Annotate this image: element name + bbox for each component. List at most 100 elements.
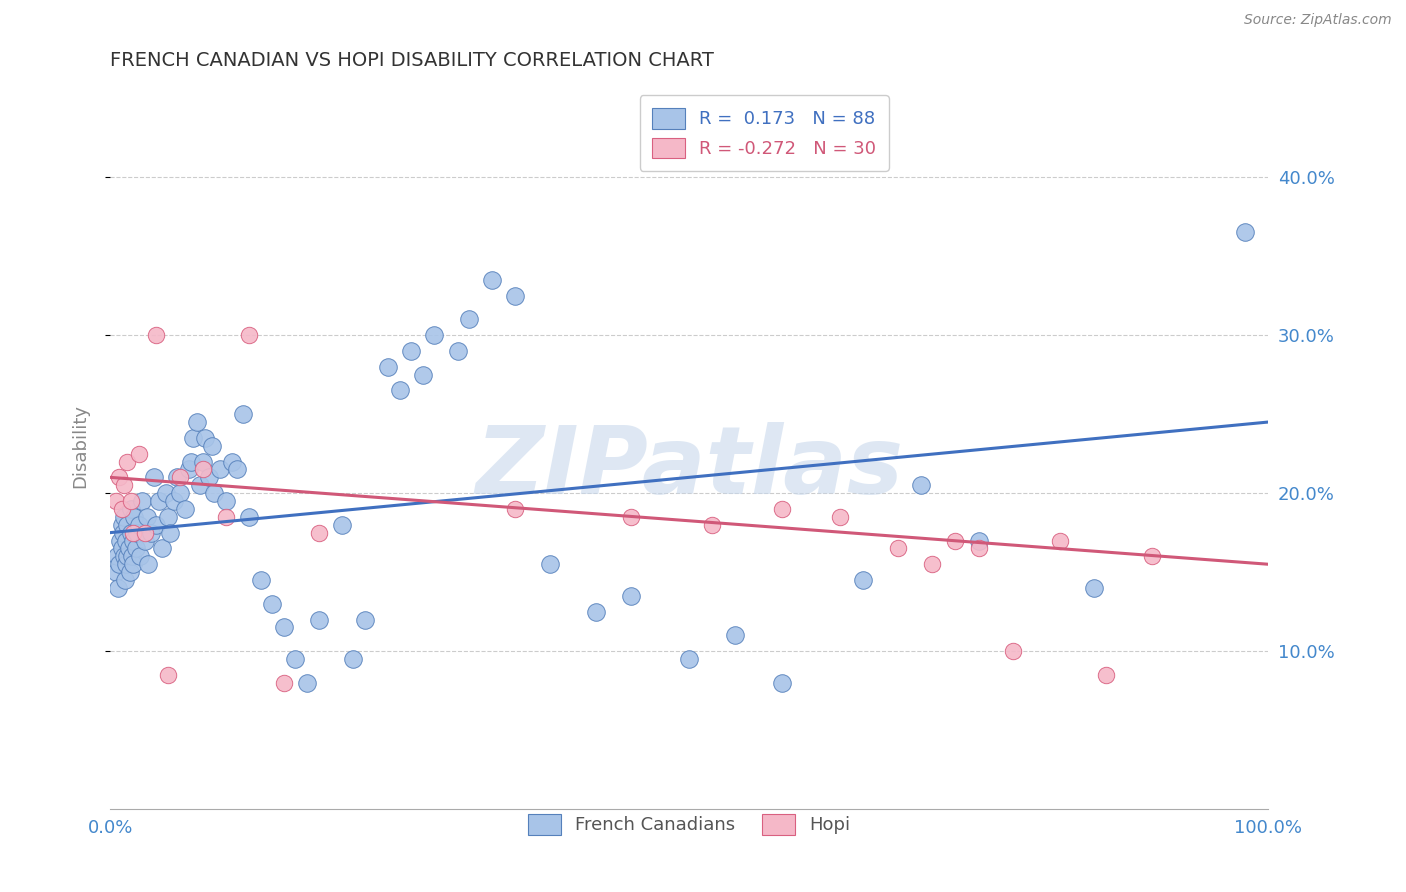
Point	[121, 549, 143, 564]
Point	[107, 581, 129, 595]
Point	[104, 494, 127, 508]
Point	[117, 454, 139, 468]
Point	[215, 494, 238, 508]
Point	[945, 533, 967, 548]
Point	[1095, 668, 1118, 682]
Point	[125, 525, 148, 540]
Point	[377, 359, 399, 374]
Point	[209, 462, 232, 476]
Point	[702, 517, 724, 532]
Point	[215, 509, 238, 524]
Point	[585, 605, 607, 619]
Point	[202, 486, 225, 500]
Point	[122, 533, 145, 548]
Point	[353, 613, 375, 627]
Point	[169, 470, 191, 484]
Point	[117, 517, 139, 532]
Point	[308, 613, 330, 627]
Text: FRENCH CANADIAN VS HOPI DISABILITY CORRELATION CHART: FRENCH CANADIAN VS HOPI DISABILITY CORRE…	[110, 51, 714, 70]
Point	[308, 525, 330, 540]
Point	[136, 558, 159, 572]
Point	[143, 470, 166, 484]
Point	[156, 509, 179, 524]
Point	[910, 478, 932, 492]
Point	[129, 549, 152, 564]
Point	[886, 541, 908, 556]
Point	[191, 462, 214, 476]
Point	[249, 573, 271, 587]
Point	[111, 517, 134, 532]
Point	[1002, 644, 1025, 658]
Point	[105, 549, 128, 564]
Point	[180, 454, 202, 468]
Point	[134, 525, 156, 540]
Point	[226, 462, 249, 476]
Point	[399, 343, 422, 358]
Point	[446, 343, 468, 358]
Point	[128, 517, 150, 532]
Point	[412, 368, 434, 382]
Point	[115, 533, 138, 548]
Point	[114, 573, 136, 587]
Point	[238, 509, 260, 524]
Point	[342, 652, 364, 666]
Point	[538, 558, 561, 572]
Point	[177, 462, 200, 476]
Point	[112, 478, 135, 492]
Point	[505, 502, 527, 516]
Point	[724, 628, 747, 642]
Point	[197, 470, 219, 484]
Point	[131, 494, 153, 508]
Point	[145, 328, 167, 343]
Point	[117, 549, 139, 564]
Point	[620, 589, 643, 603]
Point	[1233, 226, 1256, 240]
Point	[238, 328, 260, 343]
Point	[388, 384, 411, 398]
Point	[112, 549, 135, 564]
Point	[232, 407, 254, 421]
Point	[139, 525, 162, 540]
Point	[108, 558, 131, 572]
Point	[423, 328, 446, 343]
Point	[330, 517, 353, 532]
Point	[118, 565, 141, 579]
Point	[124, 509, 146, 524]
Point	[183, 431, 205, 445]
Point	[221, 454, 243, 468]
Point	[159, 525, 181, 540]
Point	[620, 509, 643, 524]
Point	[481, 273, 503, 287]
Point	[117, 541, 139, 556]
Point	[1049, 533, 1071, 548]
Point	[115, 558, 138, 572]
Point	[136, 509, 159, 524]
Point	[770, 675, 793, 690]
Point	[111, 525, 134, 540]
Point	[163, 494, 186, 508]
Point	[120, 525, 142, 540]
Point	[186, 415, 208, 429]
Point	[108, 470, 131, 484]
Point	[122, 558, 145, 572]
Point	[148, 494, 170, 508]
Point	[201, 439, 224, 453]
Point	[112, 509, 135, 524]
Point	[1142, 549, 1164, 564]
Text: Source: ZipAtlas.com: Source: ZipAtlas.com	[1244, 13, 1392, 28]
Point	[124, 541, 146, 556]
Point	[166, 470, 188, 484]
Point	[678, 652, 700, 666]
Point	[128, 447, 150, 461]
Point	[967, 541, 990, 556]
Point	[295, 675, 318, 690]
Point	[120, 502, 142, 516]
Point	[852, 573, 875, 587]
Point	[770, 502, 793, 516]
Point	[967, 533, 990, 548]
Point	[169, 486, 191, 500]
Point	[194, 431, 217, 445]
Point	[120, 494, 142, 508]
Text: ZIPatlas: ZIPatlas	[475, 422, 903, 514]
Legend: French Canadians, Hopi: French Canadians, Hopi	[519, 805, 859, 844]
